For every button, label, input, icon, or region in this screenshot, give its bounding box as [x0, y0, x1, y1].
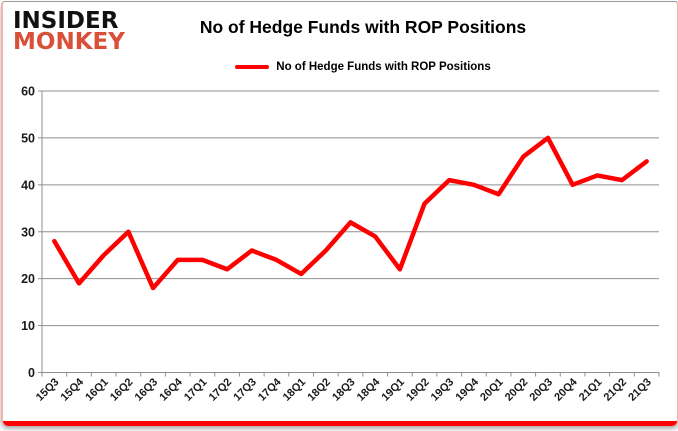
y-tick-label: 40 [21, 178, 35, 192]
chart-title: No of Hedge Funds with ROP Positions [199, 17, 527, 37]
x-tick-label: 19Q3 [429, 376, 457, 404]
x-tick-label: 21Q3 [626, 376, 654, 404]
x-tick-label: 16Q2 [108, 376, 136, 404]
y-tick-label: 20 [21, 272, 35, 286]
x-tick-label: 18Q2 [305, 376, 333, 404]
x-tick-label: 15Q3 [34, 376, 62, 404]
x-tick-label: 16Q1 [83, 376, 111, 404]
x-tick-label: 20Q2 [503, 376, 531, 404]
x-tick-label: 17Q1 [182, 376, 210, 404]
x-tick-label: 16Q3 [133, 376, 161, 404]
x-tick-label: 19Q2 [404, 376, 432, 404]
x-tick-label: 17Q2 [207, 376, 235, 404]
x-tick-label: 16Q4 [157, 376, 185, 404]
x-tick-label: 21Q1 [577, 376, 605, 404]
x-tick-label: 20Q1 [478, 376, 506, 404]
x-tick-label: 15Q4 [59, 376, 87, 404]
y-tick-label: 30 [21, 225, 35, 239]
y-tick-label: 50 [21, 131, 35, 145]
y-tick-label: 60 [21, 85, 35, 99]
card-bottom-accent-bar [3, 421, 677, 426]
x-tick-label: 17Q3 [231, 376, 259, 404]
series-line [52, 135, 649, 291]
x-tick-label: 19Q1 [379, 376, 407, 404]
x-tick-label: 18Q3 [330, 376, 358, 404]
logo-monkey-text: MONKEY [13, 29, 125, 56]
legend-line-swatch-icon [235, 65, 270, 69]
y-tick-label: 0 [28, 366, 35, 380]
x-tick-label: 20Q4 [552, 376, 580, 404]
y-tick-label: 10 [21, 319, 35, 333]
x-tick-label: 18Q4 [355, 376, 383, 404]
legend-label: No of Hedge Funds with ROP Positions [276, 61, 491, 73]
x-tick-label: 19Q4 [453, 376, 481, 404]
x-tick-label: 17Q4 [256, 376, 284, 404]
line-chart-plot: 010203040506015Q315Q416Q116Q216Q316Q417Q… [21, 85, 660, 404]
x-tick-label: 21Q2 [602, 376, 630, 404]
x-tick-label: 18Q1 [281, 376, 309, 404]
x-tick-label: 20Q3 [528, 376, 556, 404]
chart-legend: No of Hedge Funds with ROP Positions [153, 61, 573, 73]
logo-insider-text: INSIDER [13, 8, 119, 34]
insider-monkey-logo: INSIDER MONKEY [13, 8, 125, 56]
